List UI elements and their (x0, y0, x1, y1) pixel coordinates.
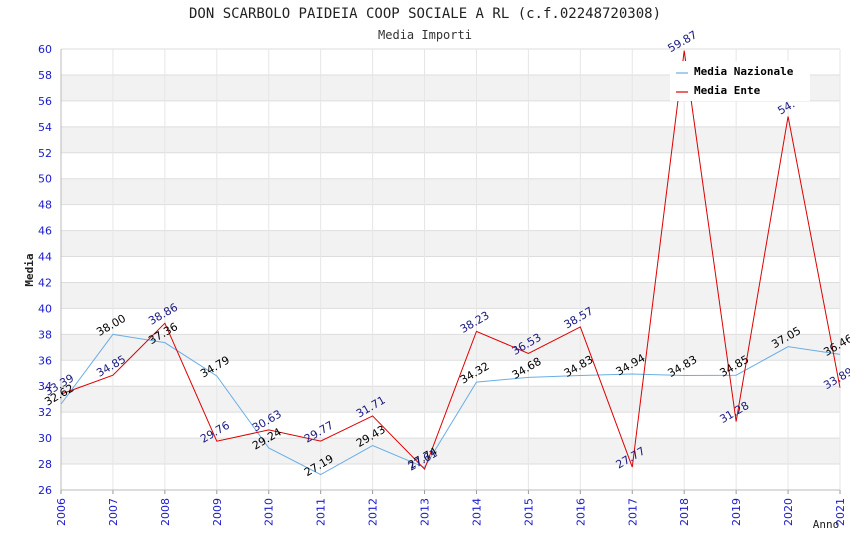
x-tick-label: 2015 (522, 498, 535, 526)
plot-background (61, 74, 840, 465)
x-tick-label: 2018 (678, 498, 691, 526)
data-label-0: 34.32 (458, 360, 492, 387)
legend-label-media-ente: Media Ente (694, 84, 761, 97)
data-label-1: 59.87 (666, 28, 700, 55)
chart-subtitle: Media Importi (378, 28, 472, 42)
series-line-0 (60, 333, 841, 476)
x-tick-label: 2009 (211, 498, 224, 526)
y-tick-label: 60 (38, 43, 52, 56)
x-tick-label: 2007 (107, 498, 120, 526)
legend-box (670, 61, 810, 101)
x-tick-label: 2021 (834, 498, 847, 526)
y-tick-label: 42 (38, 276, 52, 289)
axes (60, 49, 841, 494)
x-tick-label: 2014 (470, 498, 483, 526)
y-axis-label: Media (23, 253, 36, 286)
y-tick-label: 38 (38, 328, 52, 341)
y-tick-label: 46 (38, 225, 52, 238)
x-tick-label: 2012 (367, 498, 380, 526)
chart-title: DON SCARBOLO PAIDEIA COOP SOCIALE A RL (… (189, 6, 661, 22)
x-tick-label: 2011 (315, 498, 328, 526)
data-label-1: 38.23 (458, 309, 492, 336)
y-tick-label: 48 (38, 199, 52, 212)
plot-band (61, 334, 840, 361)
x-axis-label: Anno (813, 518, 840, 531)
series-lines (60, 50, 841, 476)
plot-band (61, 230, 840, 257)
y-tick-label: 30 (38, 432, 52, 445)
y-tick-label: 58 (38, 69, 52, 82)
y-tick-label: 40 (38, 302, 52, 315)
x-tick-label: 2016 (574, 498, 587, 526)
y-tick-label: 32 (38, 406, 52, 419)
x-tick-labels: 2006 2007 2008 2009 2010 2011 2012 2013 2014 2015… (55, 498, 847, 526)
y-tick-label: 54 (38, 121, 52, 134)
y-tick-label: 26 (38, 484, 52, 497)
plot-band (61, 282, 840, 309)
x-tick-label: 2010 (263, 498, 276, 526)
x-tick-label: 2020 (782, 498, 795, 526)
y-tick-label: 56 (38, 95, 52, 108)
y-tick-label: 34 (38, 380, 52, 393)
plot-band (61, 178, 840, 205)
y-tick-label: 36 (38, 354, 52, 367)
y-tick-label: 52 (38, 147, 52, 160)
x-tick-label: 2008 (159, 498, 172, 526)
y-tick-label: 44 (38, 251, 52, 264)
x-tick-label: 2017 (626, 498, 639, 526)
plot-band (61, 438, 840, 465)
legend-label-media-nazionale: Media Nazionale (694, 65, 794, 78)
x-tick-label: 2019 (730, 498, 743, 526)
x-tick-label: 2006 (55, 498, 68, 526)
y-tick-labels: 26 28 30 32 34 36 38 40 42 44 46 48 50 52 54 56 58 60 (38, 43, 52, 497)
legend: Media Nazionale Media Ente (670, 61, 810, 101)
x-tick-label: 2013 (419, 498, 432, 526)
series-line-1 (60, 50, 841, 471)
plot-band (61, 126, 840, 153)
y-tick-label: 50 (38, 173, 52, 186)
y-tick-label: 28 (38, 458, 52, 471)
